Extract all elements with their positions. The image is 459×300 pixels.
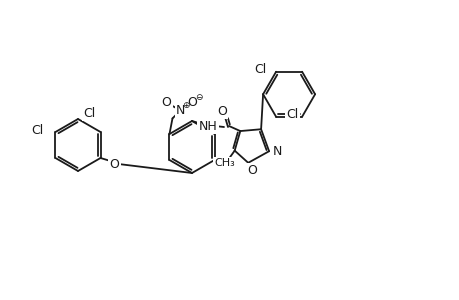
- Text: ⊕: ⊕: [181, 101, 189, 110]
- Text: O: O: [187, 96, 197, 109]
- Text: Cl: Cl: [253, 63, 265, 76]
- Text: Cl: Cl: [31, 124, 44, 136]
- Text: O: O: [217, 104, 226, 118]
- Text: CH₃: CH₃: [214, 158, 235, 168]
- Text: O: O: [247, 164, 257, 177]
- Text: ⊖: ⊖: [194, 93, 202, 102]
- Text: Cl: Cl: [285, 108, 298, 121]
- Text: O: O: [109, 158, 119, 170]
- Text: NH: NH: [198, 119, 217, 133]
- Text: O: O: [161, 96, 171, 109]
- Text: Cl: Cl: [83, 106, 95, 119]
- Text: N: N: [175, 104, 185, 117]
- Text: N: N: [272, 145, 281, 158]
